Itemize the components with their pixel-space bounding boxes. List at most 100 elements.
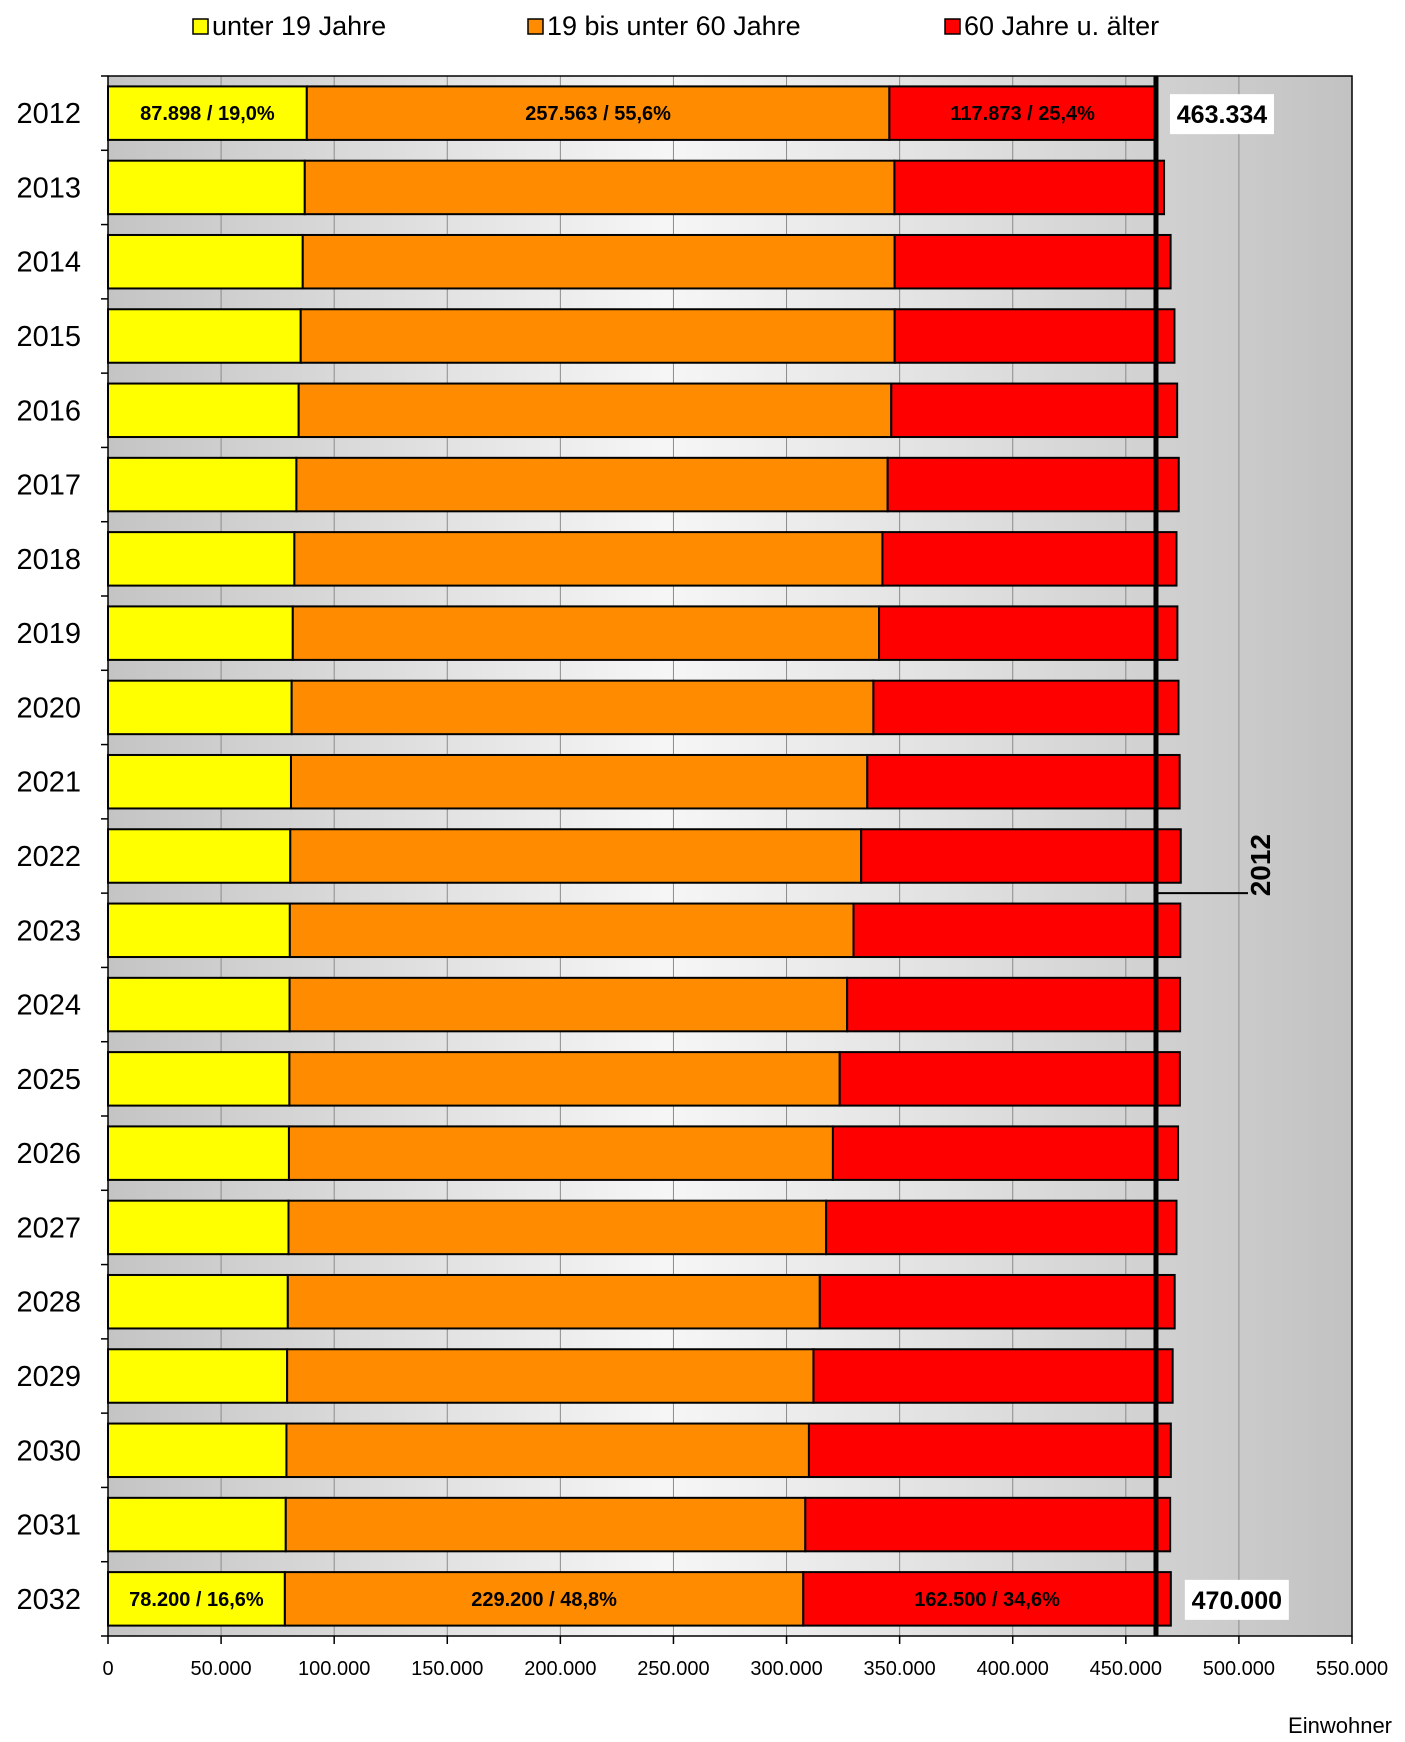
bar-segment — [107, 1199, 290, 1256]
bar-segment — [878, 605, 1179, 661]
y-tick-label: 2023 — [16, 915, 81, 947]
x-tick-label: 350.000 — [863, 1658, 935, 1680]
bar-row — [107, 85, 1157, 141]
bar-segment — [812, 1348, 1174, 1404]
bar-segment — [293, 531, 884, 587]
bar-segment — [301, 233, 896, 290]
x-tick-label: 100.000 — [298, 1658, 370, 1680]
y-tick-label: 2031 — [16, 1510, 81, 1542]
y-tick-label: 2016 — [16, 395, 81, 427]
legend-item: 19 bis unter 60 Jahre — [527, 11, 801, 41]
bar-segment — [107, 1125, 290, 1181]
y-tick-label: 2026 — [16, 1138, 81, 1170]
y-tick-label: 2013 — [16, 172, 81, 204]
bar-segment — [295, 456, 889, 513]
bar-row — [107, 308, 1176, 364]
bar-segment — [107, 1422, 288, 1479]
bar-row — [107, 679, 1180, 736]
y-tick-label: 2027 — [16, 1212, 81, 1244]
data-label: 162.500 / 34,6% — [914, 1589, 1060, 1611]
bar-segment — [107, 976, 291, 1033]
x-tick-label: 50.000 — [191, 1658, 252, 1680]
bar-segment — [888, 85, 1157, 141]
bar-segment — [802, 1571, 1172, 1627]
bar-segment — [107, 753, 292, 810]
y-tick-label: 2014 — [16, 247, 81, 279]
bar-row — [107, 828, 1182, 884]
bar-segment — [303, 159, 896, 216]
bar-segment — [890, 382, 1179, 439]
bar-segment — [286, 1273, 821, 1330]
legend-label: 19 bis unter 60 Jahre — [547, 11, 801, 41]
bar-segment — [893, 159, 1166, 216]
y-tick-label: 2018 — [16, 544, 81, 576]
y-tick-label: 2020 — [16, 692, 81, 724]
y-tick-label: 2012 — [16, 98, 81, 130]
total-label-text: 470.000 — [1192, 1587, 1282, 1615]
bar-segment — [872, 679, 1180, 736]
reference-label: 2012 — [1245, 834, 1276, 896]
bar-row — [107, 1571, 1172, 1627]
bar-segment — [286, 1348, 815, 1404]
bar-segment — [107, 605, 294, 661]
bar-row — [107, 1125, 1180, 1181]
bar-segment — [825, 1199, 1178, 1256]
bar-segment — [107, 233, 304, 290]
y-tick-label: 2030 — [16, 1435, 81, 1467]
bar-segment — [107, 531, 296, 587]
bar-row — [107, 1348, 1174, 1404]
bar-row — [107, 456, 1180, 513]
bar-row — [107, 159, 1166, 216]
bar-row — [107, 753, 1181, 810]
bar-segment — [107, 1496, 287, 1553]
x-tick-label: 250.000 — [637, 1658, 709, 1680]
bar-segment — [860, 828, 1182, 884]
bar-segment — [893, 308, 1176, 364]
legend-swatch — [527, 18, 544, 35]
y-tick-label: 2028 — [16, 1287, 81, 1319]
bar-segment — [818, 1273, 1176, 1330]
bar-segment — [107, 1051, 291, 1107]
legend-item: 60 Jahre u. älter — [944, 11, 1159, 41]
y-tick-label: 2019 — [16, 618, 81, 650]
bar-segment — [807, 1422, 1172, 1479]
bar-segment — [290, 679, 875, 736]
legend: unter 19 Jahre 19 bis unter 60 Jahre 60 Ja… — [192, 11, 1159, 41]
bar-segment — [107, 159, 306, 216]
bar-segment — [107, 382, 300, 439]
x-tick-label: 300.000 — [750, 1658, 822, 1680]
total-label-box — [1169, 94, 1274, 135]
bar-segment — [107, 1273, 289, 1330]
bar-segment — [288, 1051, 841, 1107]
bar-segment — [846, 976, 1182, 1033]
bar-row — [107, 1273, 1176, 1330]
x-tick-label: 150.000 — [411, 1658, 483, 1680]
bar-segment — [893, 233, 1172, 290]
legend-item: unter 19 Jahre — [192, 11, 386, 41]
bar-segment — [291, 605, 881, 661]
bar-segment — [284, 1496, 807, 1553]
bar-segment — [107, 1348, 289, 1404]
bar-row — [107, 1051, 1181, 1107]
bar-segment — [107, 679, 293, 736]
data-label: 117.873 / 25,4% — [950, 103, 1095, 125]
bar-row — [107, 976, 1182, 1033]
bar-segment — [107, 308, 302, 364]
data-label: 78.200 / 16,6% — [129, 1589, 264, 1611]
bar-segment — [886, 456, 1180, 513]
bar-segment — [838, 1051, 1181, 1107]
bar-row — [107, 1496, 1172, 1553]
bar-row — [107, 531, 1178, 587]
legend-label: unter 19 Jahre — [212, 11, 386, 41]
total-label-box — [1184, 1579, 1289, 1620]
bar-segment — [107, 456, 298, 513]
bar-row — [107, 382, 1179, 439]
bars: 87.898 / 19,0% 257.563 / 55,6% 117.873 / 2… — [107, 85, 1182, 1627]
bar-segment — [881, 531, 1178, 587]
total-label-text: 463.334 — [1177, 101, 1267, 129]
data-label: 257.563 / 55,6% — [525, 103, 671, 125]
bar-segment — [299, 308, 896, 364]
y-tick-label: 2022 — [16, 841, 81, 873]
